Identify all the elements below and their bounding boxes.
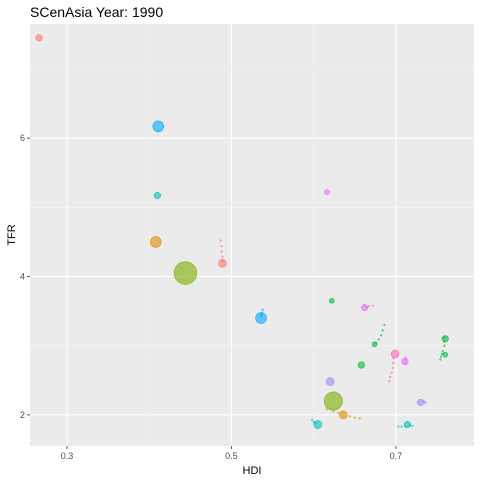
trail-point (348, 415, 351, 418)
trail-point (391, 366, 394, 369)
trail-point (367, 305, 370, 308)
trail-point (379, 334, 383, 337)
points-layer (35, 34, 449, 429)
y-axis-title: TFR (6, 224, 18, 245)
x-axis-title: HDI (243, 465, 262, 477)
trail-point (332, 410, 335, 413)
trail-point (443, 344, 446, 347)
data-point (325, 377, 335, 386)
data-point (255, 312, 267, 324)
y-tick-label: 6 (20, 133, 25, 143)
data-point (403, 421, 411, 429)
trail-point (220, 244, 223, 248)
data-point (313, 420, 323, 429)
trail-point (400, 425, 403, 428)
data-point (357, 361, 365, 369)
trail-point (411, 424, 414, 428)
trail-point (390, 371, 393, 374)
trail-point (353, 416, 356, 419)
axes: 0.3 0.5 0.7 2 4 6 (20, 133, 402, 461)
x-tick-label: 0.5 (225, 451, 238, 461)
data-point (417, 398, 425, 406)
data-point (361, 304, 369, 312)
trail-point (440, 355, 443, 358)
trail-point (220, 250, 223, 253)
data-point (324, 189, 330, 195)
data-point (35, 34, 43, 42)
trail-point (404, 356, 407, 359)
trail-point (383, 323, 386, 327)
data-point (218, 259, 227, 268)
data-point (150, 236, 162, 248)
data-point (328, 297, 335, 304)
data-point (153, 192, 161, 200)
trail-point (325, 408, 328, 411)
plot-panel (30, 24, 474, 446)
trail-point (310, 418, 314, 421)
data-point (371, 341, 378, 348)
data-point (323, 391, 343, 411)
chart-title: SCenAsia Year: 1990 (30, 4, 164, 20)
trail-point (221, 256, 224, 259)
data-point (390, 349, 400, 359)
trail-point (424, 402, 427, 405)
trail-point (389, 375, 392, 378)
y-tick-label: 2 (20, 410, 25, 420)
trail-point (261, 308, 264, 311)
grid-lines (30, 24, 474, 446)
data-point (441, 335, 449, 343)
data-point (173, 261, 198, 285)
data-point (339, 410, 348, 420)
y-tick-label: 4 (20, 272, 25, 282)
trail-point (219, 239, 222, 242)
x-tick-label: 0.7 (390, 451, 403, 461)
trail-point (381, 329, 384, 332)
trail-point (371, 304, 374, 307)
trail-point (337, 411, 340, 414)
trail-point (388, 379, 391, 383)
trail-point (377, 338, 380, 341)
trail-point (441, 350, 444, 353)
trail-point (397, 425, 400, 428)
data-point (152, 120, 165, 133)
x-tick-label: 0.3 (61, 451, 74, 461)
trail-point (392, 361, 395, 365)
trail-point (439, 358, 442, 361)
data-point (401, 358, 409, 366)
data-point (442, 351, 449, 358)
trail-point (358, 417, 361, 420)
